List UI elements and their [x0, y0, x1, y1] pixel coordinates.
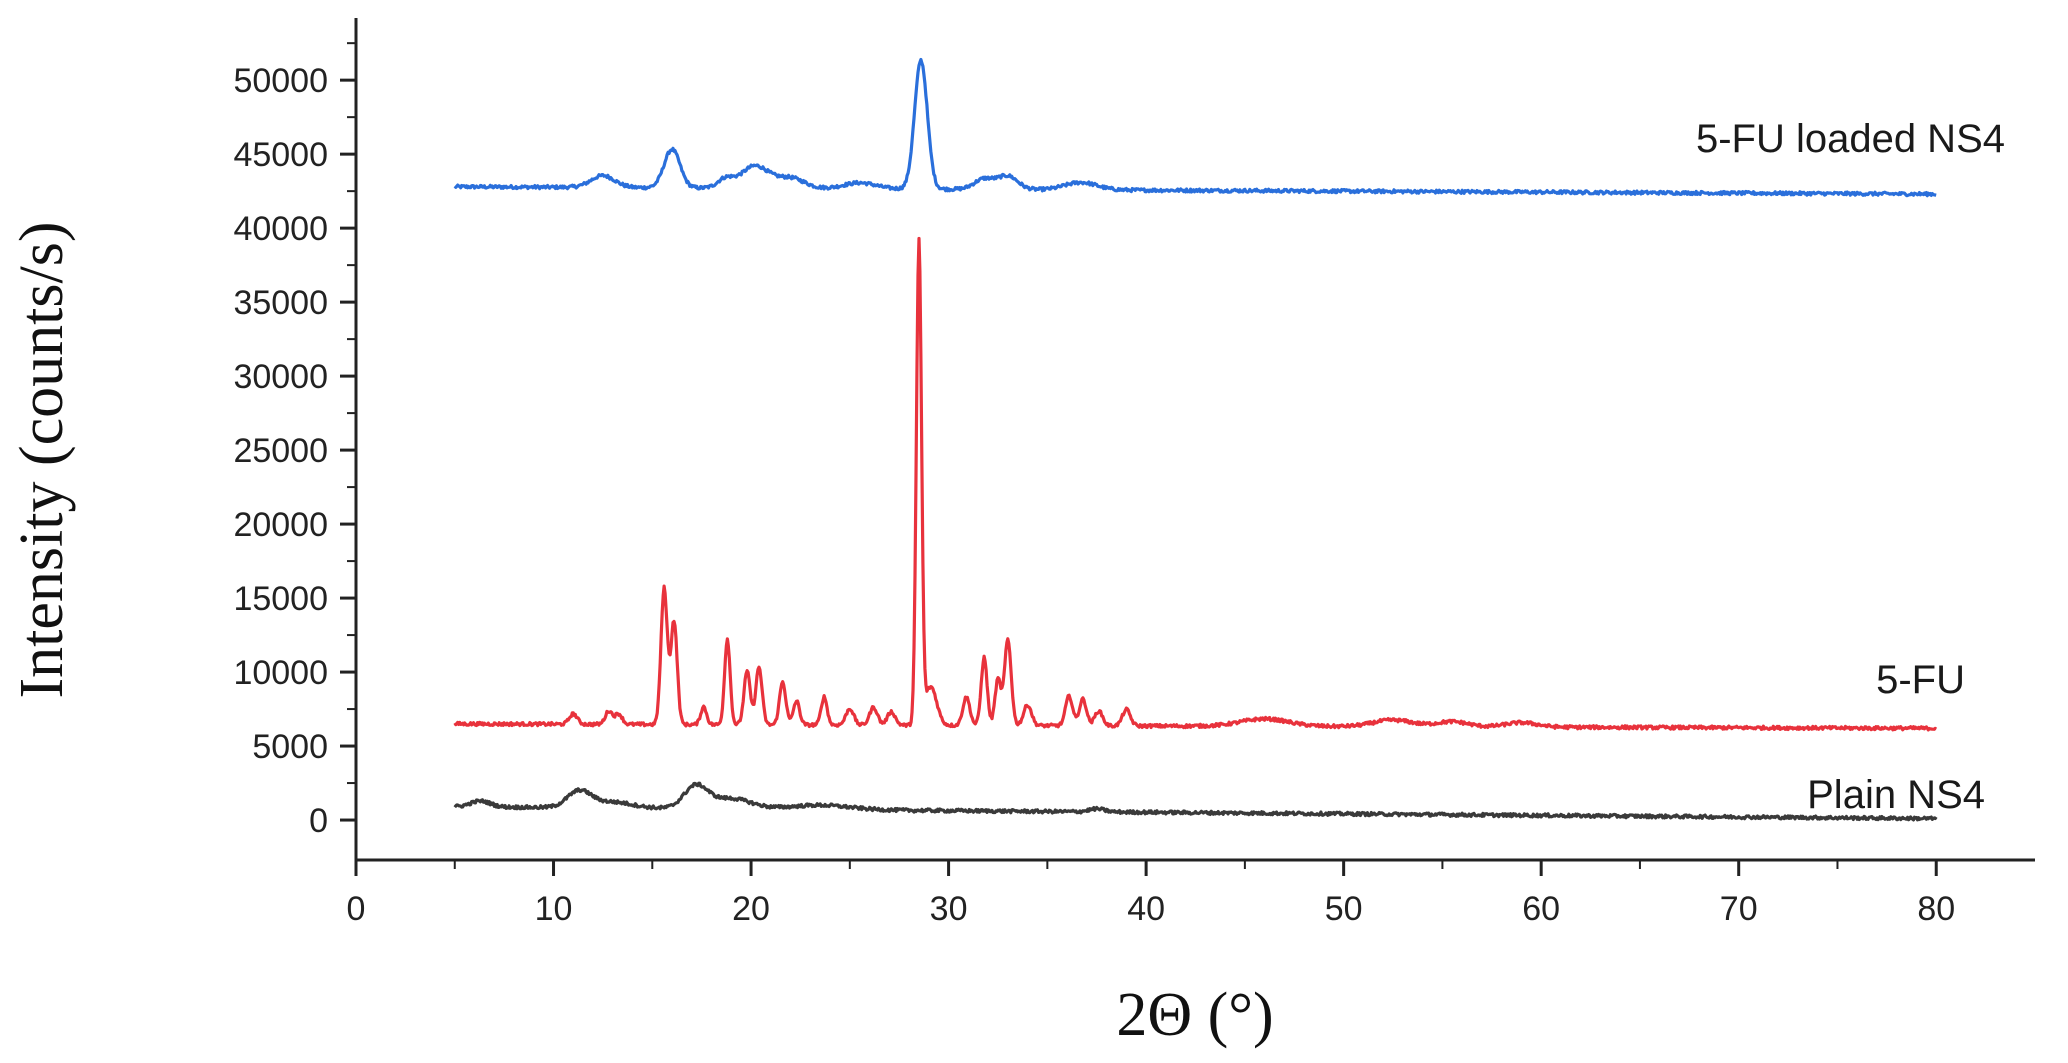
- x-axis-title: 2Θ (°): [1116, 981, 1273, 1049]
- y-tick-label: 50000: [233, 62, 328, 100]
- axes: [354, 18, 2035, 862]
- x-tick-label: 60: [1522, 890, 1560, 928]
- y-tick-label: 0: [309, 802, 328, 840]
- y-tick-label: 45000: [233, 136, 328, 174]
- series-line-plain-ns4: [453, 781, 1938, 822]
- y-tick-label: 35000: [233, 284, 328, 322]
- y-tick-label: 25000: [233, 432, 328, 470]
- y-tick-label: 15000: [233, 580, 328, 618]
- y-tick-label: 10000: [233, 654, 328, 692]
- x-tick-label: 40: [1127, 890, 1165, 928]
- y-tick-label: 20000: [233, 506, 328, 544]
- series-label: Plain NS4: [1807, 773, 1985, 817]
- ticks: 0 10 20 30 40 50 60 70 80 0 5000 10000 15000 20000 250…: [233, 42, 1955, 928]
- series-line-5-fu-loaded-ns4: [453, 57, 1937, 198]
- series-labels: 5-FU loaded NS4 5-FU Plain NS4: [1696, 117, 2005, 817]
- y-tick-label: 30000: [233, 358, 328, 396]
- x-tick-label: 0: [347, 890, 366, 928]
- y-axis-title: Intensity (counts/s): [8, 222, 76, 699]
- series-label: 5-FU: [1876, 658, 1965, 702]
- x-tick-label: 70: [1720, 890, 1758, 928]
- x-tick-label: 10: [535, 890, 573, 928]
- x-tick-label: 50: [1325, 890, 1363, 928]
- series-label: 5-FU loaded NS4: [1696, 117, 2005, 161]
- series-traces: [453, 57, 1938, 822]
- x-tick-label: 30: [930, 890, 968, 928]
- series-line-5-fu: [453, 236, 1938, 732]
- y-tick-label: 5000: [252, 728, 328, 766]
- x-tick-label: 20: [732, 890, 770, 928]
- y-tick-label: 40000: [233, 210, 328, 248]
- x-tick-label: 80: [1917, 890, 1955, 928]
